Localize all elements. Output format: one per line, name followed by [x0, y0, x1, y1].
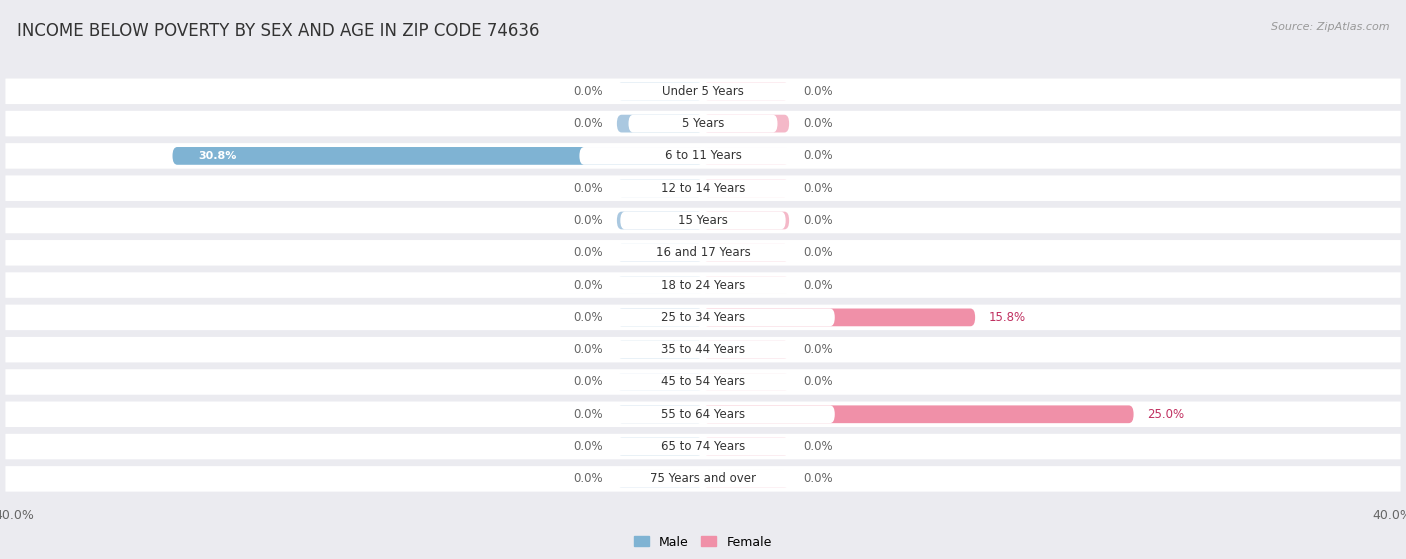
- FancyBboxPatch shape: [617, 82, 703, 100]
- FancyBboxPatch shape: [6, 337, 1400, 362]
- Text: INCOME BELOW POVERTY BY SEX AND AGE IN ZIP CODE 74636: INCOME BELOW POVERTY BY SEX AND AGE IN Z…: [17, 22, 540, 40]
- FancyBboxPatch shape: [703, 179, 789, 197]
- FancyBboxPatch shape: [617, 470, 703, 488]
- FancyBboxPatch shape: [617, 309, 703, 326]
- FancyBboxPatch shape: [703, 470, 789, 488]
- Text: 0.0%: 0.0%: [803, 182, 832, 195]
- Text: Source: ZipAtlas.com: Source: ZipAtlas.com: [1271, 22, 1389, 32]
- Text: 0.0%: 0.0%: [803, 472, 832, 485]
- Text: 25 to 34 Years: 25 to 34 Years: [661, 311, 745, 324]
- Text: 0.0%: 0.0%: [803, 278, 832, 292]
- Text: 65 to 74 Years: 65 to 74 Years: [661, 440, 745, 453]
- FancyBboxPatch shape: [703, 82, 789, 100]
- FancyBboxPatch shape: [6, 143, 1400, 169]
- FancyBboxPatch shape: [562, 244, 844, 262]
- FancyBboxPatch shape: [617, 115, 703, 132]
- FancyBboxPatch shape: [6, 369, 1400, 395]
- FancyBboxPatch shape: [571, 276, 835, 294]
- FancyBboxPatch shape: [571, 405, 835, 423]
- FancyBboxPatch shape: [571, 179, 835, 197]
- FancyBboxPatch shape: [617, 244, 703, 262]
- FancyBboxPatch shape: [6, 176, 1400, 201]
- FancyBboxPatch shape: [628, 115, 778, 132]
- Text: Under 5 Years: Under 5 Years: [662, 85, 744, 98]
- FancyBboxPatch shape: [6, 434, 1400, 459]
- Text: 0.0%: 0.0%: [803, 247, 832, 259]
- Text: 0.0%: 0.0%: [574, 472, 603, 485]
- FancyBboxPatch shape: [703, 405, 1133, 423]
- FancyBboxPatch shape: [617, 405, 703, 423]
- FancyBboxPatch shape: [6, 272, 1400, 298]
- Text: 6 to 11 Years: 6 to 11 Years: [665, 149, 741, 163]
- FancyBboxPatch shape: [6, 305, 1400, 330]
- Text: 0.0%: 0.0%: [574, 311, 603, 324]
- FancyBboxPatch shape: [571, 309, 835, 326]
- FancyBboxPatch shape: [6, 401, 1400, 427]
- FancyBboxPatch shape: [617, 373, 703, 391]
- FancyBboxPatch shape: [703, 212, 789, 229]
- Text: 18 to 24 Years: 18 to 24 Years: [661, 278, 745, 292]
- Text: 16 and 17 Years: 16 and 17 Years: [655, 247, 751, 259]
- Text: 0.0%: 0.0%: [803, 214, 832, 227]
- FancyBboxPatch shape: [703, 438, 789, 456]
- FancyBboxPatch shape: [571, 438, 835, 456]
- Text: 0.0%: 0.0%: [574, 117, 603, 130]
- Text: 15.8%: 15.8%: [988, 311, 1026, 324]
- FancyBboxPatch shape: [6, 466, 1400, 491]
- Legend: Male, Female: Male, Female: [630, 530, 776, 553]
- Text: 0.0%: 0.0%: [803, 343, 832, 356]
- Text: 75 Years and over: 75 Years and over: [650, 472, 756, 485]
- Text: 0.0%: 0.0%: [803, 376, 832, 389]
- FancyBboxPatch shape: [703, 341, 789, 358]
- FancyBboxPatch shape: [703, 309, 976, 326]
- Text: 0.0%: 0.0%: [803, 117, 832, 130]
- Text: 5 Years: 5 Years: [682, 117, 724, 130]
- Text: 0.0%: 0.0%: [574, 408, 603, 421]
- Text: 0.0%: 0.0%: [803, 85, 832, 98]
- Text: 0.0%: 0.0%: [574, 343, 603, 356]
- FancyBboxPatch shape: [703, 147, 789, 165]
- FancyBboxPatch shape: [617, 341, 703, 358]
- Text: 35 to 44 Years: 35 to 44 Years: [661, 343, 745, 356]
- FancyBboxPatch shape: [6, 79, 1400, 104]
- FancyBboxPatch shape: [617, 179, 703, 197]
- FancyBboxPatch shape: [703, 373, 789, 391]
- Text: 12 to 14 Years: 12 to 14 Years: [661, 182, 745, 195]
- FancyBboxPatch shape: [617, 438, 703, 456]
- Text: 0.0%: 0.0%: [574, 440, 603, 453]
- FancyBboxPatch shape: [6, 111, 1400, 136]
- FancyBboxPatch shape: [6, 240, 1400, 266]
- Text: 0.0%: 0.0%: [574, 376, 603, 389]
- FancyBboxPatch shape: [173, 147, 703, 165]
- Text: 0.0%: 0.0%: [803, 440, 832, 453]
- FancyBboxPatch shape: [571, 341, 835, 358]
- FancyBboxPatch shape: [6, 208, 1400, 233]
- FancyBboxPatch shape: [547, 470, 859, 488]
- FancyBboxPatch shape: [703, 276, 789, 294]
- Text: 45 to 54 Years: 45 to 54 Years: [661, 376, 745, 389]
- Text: 0.0%: 0.0%: [574, 85, 603, 98]
- FancyBboxPatch shape: [620, 212, 786, 229]
- FancyBboxPatch shape: [703, 115, 789, 132]
- FancyBboxPatch shape: [571, 373, 835, 391]
- Text: 0.0%: 0.0%: [574, 247, 603, 259]
- Text: 55 to 64 Years: 55 to 64 Years: [661, 408, 745, 421]
- Text: 30.8%: 30.8%: [198, 151, 236, 161]
- FancyBboxPatch shape: [617, 276, 703, 294]
- Text: 15 Years: 15 Years: [678, 214, 728, 227]
- FancyBboxPatch shape: [579, 82, 827, 100]
- Text: 0.0%: 0.0%: [574, 182, 603, 195]
- FancyBboxPatch shape: [579, 147, 827, 165]
- FancyBboxPatch shape: [617, 212, 703, 229]
- Text: 25.0%: 25.0%: [1147, 408, 1184, 421]
- Text: 0.0%: 0.0%: [803, 149, 832, 163]
- Text: 0.0%: 0.0%: [574, 278, 603, 292]
- FancyBboxPatch shape: [703, 244, 789, 262]
- Text: 0.0%: 0.0%: [574, 214, 603, 227]
